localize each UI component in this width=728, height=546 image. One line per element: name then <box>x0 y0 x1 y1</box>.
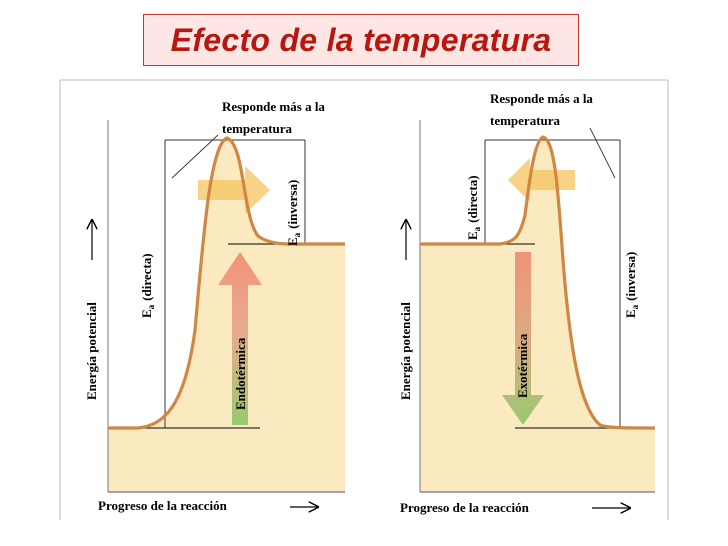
right-panel: Responde más a la temperatura Energía po… <box>398 91 656 515</box>
left-ea-reverse-label: Ea(inversa) <box>285 180 302 246</box>
exothermic-label: Exotérmica <box>515 333 530 398</box>
right-energy-fill <box>420 137 655 492</box>
svg-text:Ea(directa): Ea(directa) <box>465 175 482 240</box>
left-energy-curve <box>108 136 345 430</box>
left-temperature-arrow-right-icon <box>198 166 270 214</box>
right-callout-line2: temperatura <box>490 113 561 128</box>
right-y-axis-label: Energía potencial <box>398 220 413 400</box>
left-y-axis-label: Energía potencial <box>84 220 99 400</box>
page-title: Efecto de la temperatura <box>170 21 552 58</box>
right-ea-reverse-label: Ea(inversa) <box>623 252 640 318</box>
svg-text:Exotérmica: Exotérmica <box>515 333 530 398</box>
left-callout-pointer <box>171 134 219 179</box>
title-box: Efecto de la temperatura <box>143 14 579 66</box>
endothermic-label: Endotérmica <box>233 337 248 410</box>
left-callout-line1: Responde más a la <box>222 99 325 114</box>
right-y-axis-text: Energía potencial <box>398 302 413 400</box>
left-energy-fill <box>108 138 345 492</box>
right-callout-line1: Responde más a la <box>490 91 593 106</box>
svg-text:Endotérmica: Endotérmica <box>233 337 248 410</box>
exothermic-arrow-down-icon <box>502 252 544 425</box>
right-x-axis-label: Progreso de la reacción <box>400 500 530 515</box>
left-y-axis-text: Energía potencial <box>84 302 99 400</box>
svg-text:Ea(directa): Ea(directa) <box>139 253 156 318</box>
left-callout-line2: temperatura <box>222 121 293 136</box>
right-callout-pointer <box>589 127 616 179</box>
left-x-axis-label: Progreso de la reacción <box>98 498 228 513</box>
left-panel: Responde más a la temperatura Energía po… <box>84 99 345 513</box>
endothermic-arrow-up-icon <box>218 252 262 425</box>
right-ea-forward-label: Ea(directa) <box>465 175 482 240</box>
left-ea-forward-label: Ea(directa) <box>139 253 156 318</box>
svg-text:Ea(inversa): Ea(inversa) <box>285 180 302 246</box>
right-temperature-arrow-left-icon <box>508 158 575 202</box>
right-energy-curve <box>420 135 656 430</box>
svg-text:Ea(inversa): Ea(inversa) <box>623 252 640 318</box>
